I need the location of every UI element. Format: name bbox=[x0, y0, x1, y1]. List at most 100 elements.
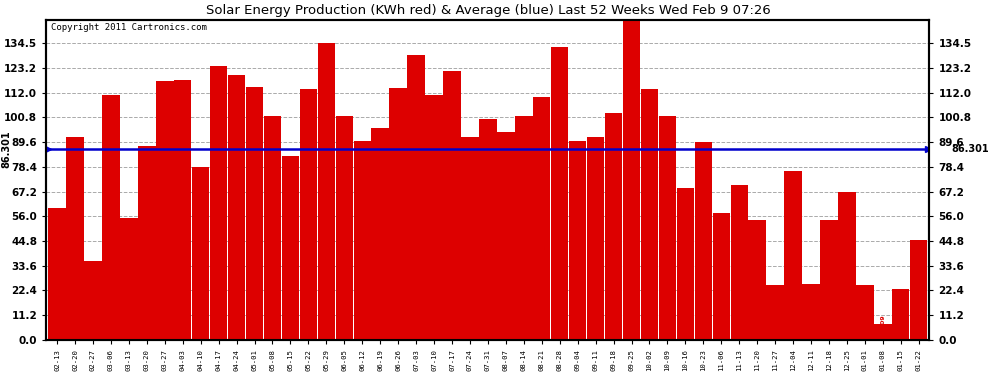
Text: 101.551: 101.551 bbox=[270, 306, 275, 334]
Text: 86.301: 86.301 bbox=[951, 144, 989, 154]
Bar bbox=[569, 141, 586, 340]
Bar bbox=[192, 166, 210, 340]
Bar bbox=[120, 218, 138, 340]
Bar bbox=[658, 116, 676, 340]
Bar bbox=[156, 81, 173, 340]
Text: 87.910: 87.910 bbox=[145, 310, 149, 334]
Text: 7.009: 7.009 bbox=[880, 315, 885, 334]
Bar bbox=[426, 94, 443, 340]
Text: 55.049: 55.049 bbox=[127, 310, 132, 334]
Bar bbox=[748, 220, 766, 340]
Text: 54.152: 54.152 bbox=[754, 310, 759, 334]
Bar bbox=[766, 285, 784, 340]
Bar bbox=[246, 87, 263, 340]
Text: 89.630: 89.630 bbox=[701, 310, 706, 334]
Bar bbox=[910, 240, 928, 340]
Text: 90.055: 90.055 bbox=[575, 310, 580, 334]
Text: 78.526: 78.526 bbox=[198, 310, 203, 334]
Text: 94.146: 94.146 bbox=[503, 310, 508, 334]
Bar bbox=[371, 128, 389, 340]
Bar bbox=[300, 89, 317, 340]
Bar bbox=[731, 186, 747, 340]
Bar bbox=[282, 156, 299, 340]
Bar bbox=[695, 142, 712, 340]
Text: 101.613: 101.613 bbox=[522, 306, 527, 334]
Text: 120.139: 120.139 bbox=[234, 306, 240, 334]
Text: 101.500: 101.500 bbox=[665, 306, 670, 334]
Text: 121.764: 121.764 bbox=[449, 306, 454, 334]
Bar bbox=[139, 146, 155, 340]
Bar bbox=[605, 112, 623, 340]
Bar bbox=[821, 220, 838, 340]
Text: 117.921: 117.921 bbox=[180, 306, 185, 334]
Bar bbox=[892, 289, 910, 340]
Text: 132.618: 132.618 bbox=[557, 306, 562, 334]
Bar bbox=[444, 71, 460, 340]
Text: 22.925: 22.925 bbox=[898, 310, 903, 334]
Text: 69.932: 69.932 bbox=[737, 310, 742, 334]
Bar bbox=[802, 284, 820, 340]
Bar bbox=[49, 209, 65, 340]
Bar bbox=[84, 261, 102, 340]
Bar bbox=[174, 80, 191, 340]
Text: 111.096: 111.096 bbox=[432, 306, 437, 334]
Bar bbox=[839, 192, 855, 340]
Text: 91.764: 91.764 bbox=[72, 310, 77, 334]
Bar bbox=[533, 97, 550, 340]
Text: 57.467: 57.467 bbox=[719, 310, 724, 334]
Text: 114.600: 114.600 bbox=[252, 306, 257, 334]
Text: 124.205: 124.205 bbox=[216, 306, 221, 334]
Title: Solar Energy Production (KWh red) & Average (blue) Last 52 Weeks Wed Feb 9 07:26: Solar Energy Production (KWh red) & Aver… bbox=[206, 4, 770, 17]
Bar bbox=[336, 116, 353, 340]
Bar bbox=[587, 137, 604, 340]
Text: 67.090: 67.090 bbox=[844, 310, 849, 334]
Text: 109.875: 109.875 bbox=[540, 306, 545, 334]
Bar bbox=[389, 88, 407, 340]
Text: 76.553: 76.553 bbox=[791, 310, 796, 334]
Bar bbox=[784, 171, 802, 340]
Bar bbox=[515, 116, 533, 340]
Text: 90.239: 90.239 bbox=[359, 310, 364, 334]
Bar bbox=[713, 213, 730, 340]
Text: 128.907: 128.907 bbox=[414, 306, 419, 334]
Bar bbox=[874, 324, 892, 340]
Bar bbox=[408, 55, 425, 340]
Bar bbox=[497, 132, 515, 340]
Bar bbox=[318, 43, 335, 340]
Text: Copyright 2011 Cartronics.com: Copyright 2011 Cartronics.com bbox=[50, 23, 207, 32]
Text: 83.318: 83.318 bbox=[288, 310, 293, 334]
Text: 91.897: 91.897 bbox=[467, 310, 472, 334]
Bar bbox=[102, 96, 120, 340]
Text: 54.152: 54.152 bbox=[827, 310, 832, 334]
Text: 25.078: 25.078 bbox=[862, 310, 867, 334]
Text: 167.524: 167.524 bbox=[629, 306, 634, 334]
Bar bbox=[228, 75, 246, 340]
Text: 45.375: 45.375 bbox=[916, 310, 922, 334]
Text: 113.712: 113.712 bbox=[306, 306, 311, 334]
Text: 86.301: 86.301 bbox=[2, 130, 12, 168]
Text: 59.522: 59.522 bbox=[54, 310, 59, 334]
Text: 99.876: 99.876 bbox=[485, 310, 490, 334]
Bar bbox=[676, 188, 694, 340]
Text: 68.980: 68.980 bbox=[683, 310, 688, 334]
Bar bbox=[461, 137, 478, 340]
Bar bbox=[353, 141, 371, 340]
Text: 35.542: 35.542 bbox=[90, 310, 95, 334]
Bar bbox=[479, 119, 497, 340]
Text: 110.706: 110.706 bbox=[109, 306, 114, 334]
Bar bbox=[66, 137, 84, 340]
Bar bbox=[641, 89, 658, 340]
Text: 95.841: 95.841 bbox=[378, 310, 383, 334]
Text: 91.912: 91.912 bbox=[593, 310, 598, 334]
Bar bbox=[856, 285, 873, 340]
Text: 101.347: 101.347 bbox=[342, 306, 346, 334]
Text: 117.202: 117.202 bbox=[162, 306, 167, 334]
Bar bbox=[263, 116, 281, 340]
Bar bbox=[551, 47, 568, 340]
Bar bbox=[210, 66, 228, 340]
Text: 113.460: 113.460 bbox=[646, 306, 652, 334]
Text: 134.453: 134.453 bbox=[324, 306, 329, 334]
Text: 102.912: 102.912 bbox=[611, 306, 616, 334]
Text: 25.078: 25.078 bbox=[772, 310, 777, 334]
Bar bbox=[623, 0, 641, 340]
